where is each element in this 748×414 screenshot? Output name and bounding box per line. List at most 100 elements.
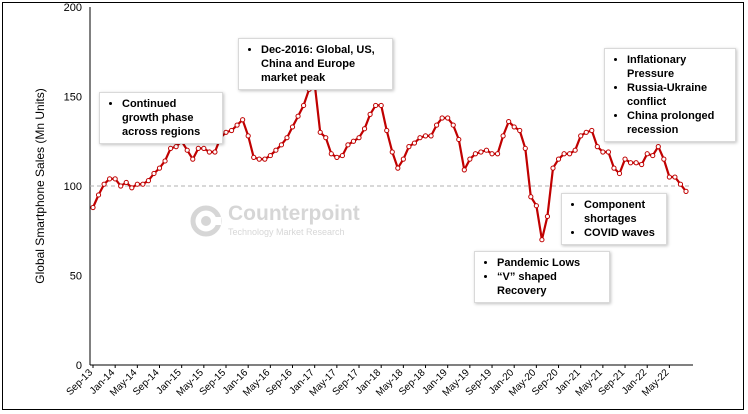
data-point [550, 165, 556, 171]
data-point [511, 124, 517, 130]
data-point [589, 127, 595, 134]
data-point [528, 194, 534, 200]
data-point [478, 149, 484, 155]
annotation-item: China prolonged recession [627, 109, 727, 137]
data-point [456, 136, 462, 143]
data-point [284, 135, 290, 141]
data-point [467, 156, 473, 162]
data-point [422, 133, 429, 139]
data-point [517, 127, 523, 134]
data-point [251, 154, 257, 160]
data-point [683, 188, 689, 194]
data-point [428, 133, 434, 139]
data-point [605, 149, 612, 155]
data-point [345, 142, 351, 148]
data-point [434, 122, 440, 128]
watermark-subtitle: Technology Market Research [228, 227, 345, 237]
data-point [522, 145, 528, 152]
data-point [594, 144, 600, 150]
data-point [373, 102, 379, 109]
data-point [367, 111, 373, 118]
data-point [140, 181, 146, 187]
data-point [655, 144, 661, 150]
data-point [278, 142, 285, 148]
annotation-market-peak: Dec-2016: Global, US, China and Europe m… [238, 38, 393, 90]
data-point [190, 156, 196, 162]
data-point [561, 151, 567, 157]
data-point [240, 117, 246, 123]
data-point [539, 237, 545, 243]
data-point [389, 149, 395, 155]
data-point [578, 133, 584, 139]
data-point [201, 145, 207, 152]
data-point [112, 176, 118, 182]
data-point [151, 170, 157, 177]
data-point [228, 127, 235, 134]
data-point [156, 165, 163, 171]
data-point [406, 144, 412, 150]
data-point [555, 156, 562, 162]
data-point [400, 156, 406, 162]
data-point [245, 133, 251, 139]
data-point [544, 213, 551, 220]
data-point [489, 151, 495, 157]
annotation-item: Pandemic Lows [497, 256, 601, 270]
y-axis-label: Global Smartphone Sales (Mn Units) [33, 88, 47, 284]
annotation-item: COVID waves [584, 226, 658, 240]
data-point [145, 178, 152, 184]
data-point [289, 124, 296, 130]
data-point [622, 156, 628, 162]
y-tick-label: 50 [70, 271, 82, 283]
data-point [256, 156, 262, 162]
data-point [411, 140, 418, 146]
data-point [483, 147, 490, 153]
watermark-name: Counterpoint [228, 202, 360, 225]
data-point [533, 203, 539, 209]
data-point [123, 179, 129, 186]
data-point [439, 115, 445, 121]
data-point [334, 154, 340, 160]
annotation-item: Russia-Ukraine conflict [627, 81, 727, 109]
annotation-inflation: Inflationary Pressure Russia-Ukraine con… [604, 48, 736, 142]
data-point [167, 145, 174, 152]
annotation-pandemic-lows: Pandemic Lows “V” shaped Recovery [474, 251, 610, 303]
y-tick-label: 100 [64, 181, 82, 193]
data-point [273, 147, 279, 153]
data-point [627, 160, 634, 166]
data-point [572, 147, 578, 153]
data-point [350, 138, 357, 144]
data-point [600, 149, 606, 155]
data-point [461, 167, 467, 173]
data-point [378, 102, 384, 109]
data-point [300, 102, 307, 109]
data-point [450, 122, 456, 128]
data-point [583, 129, 589, 135]
annotation-item: “V” shaped Recovery [497, 270, 601, 298]
data-point [361, 126, 368, 132]
data-point [500, 133, 506, 139]
data-point [672, 174, 678, 180]
data-point [506, 118, 512, 125]
y-tick-label: 200 [64, 2, 82, 14]
data-point [173, 144, 179, 150]
data-point [661, 156, 667, 162]
data-point [317, 129, 323, 135]
data-point [472, 151, 479, 157]
data-point [134, 181, 140, 187]
data-point [616, 170, 623, 177]
annotation-component-shortages: Component shortages COVID waves [561, 193, 667, 245]
annotation-item: Continued growth phase across regions [122, 97, 214, 139]
data-point [677, 181, 684, 187]
data-point [107, 176, 113, 182]
data-point [95, 192, 102, 198]
data-point [445, 115, 451, 121]
data-point [295, 113, 301, 119]
y-tick-label: 0 [76, 360, 82, 372]
data-point [494, 151, 501, 157]
data-point [223, 129, 229, 135]
data-point [611, 165, 617, 171]
data-point [328, 151, 334, 157]
data-point [639, 161, 645, 168]
data-point [162, 158, 168, 164]
data-point [129, 185, 135, 191]
